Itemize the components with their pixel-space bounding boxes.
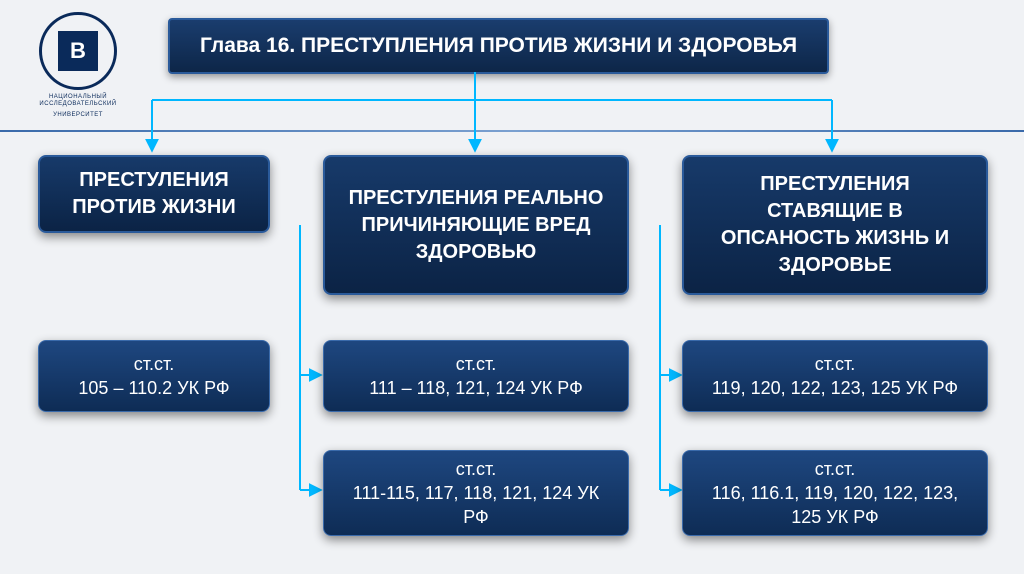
ref-box-2-1: ст.ст.116, 116.1, 119, 120, 122, 123, 12… [682,450,988,536]
header-rule [0,130,1024,132]
logo-letter: В [58,31,98,71]
logo-caption-1: НАЦИОНАЛЬНЫЙ ИССЛЕДОВАТЕЛЬСКИЙ [18,94,138,108]
category-box-0: ПРЕСТУЛЕНИЯ ПРОТИВ ЖИЗНИ [38,155,270,233]
hse-logo: В НАЦИОНАЛЬНЫЙ ИССЛЕДОВАТЕЛЬСКИЙ УНИВЕРС… [18,12,138,127]
category-box-1: ПРЕСТУЛЕНИЯ РЕАЛЬНО ПРИЧИНЯЮЩИЕ ВРЕД ЗДО… [323,155,629,295]
ref-box-1-1: ст.ст.111-115, 117, 118, 121, 124 УК РФ [323,450,629,536]
ref-box-0-0: ст.ст.105 – 110.2 УК РФ [38,340,270,412]
ref-box-1-0: ст.ст.111 – 118, 121, 124 УК РФ [323,340,629,412]
category-box-2: ПРЕСТУЛЕНИЯ СТАВЯЩИЕ В ОПСАНОСТЬ ЖИЗНЬ И… [682,155,988,295]
logo-circle: В [39,12,117,90]
ref-box-2-0: ст.ст.119, 120, 122, 123, 125 УК РФ [682,340,988,412]
chapter-title: Глава 16. ПРЕСТУПЛЕНИЯ ПРОТИВ ЖИЗНИ И ЗД… [168,18,829,74]
logo-caption-2: УНИВЕРСИТЕТ [53,112,103,119]
